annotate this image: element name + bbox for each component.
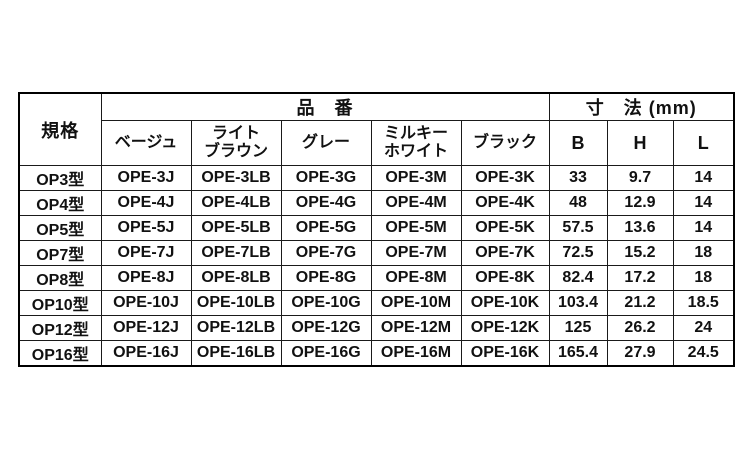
part-number-cell: OPE-8K (460, 265, 550, 291)
dimension-cell: 15.2 (606, 240, 674, 266)
part-number-cell: OPE-7G (280, 240, 372, 266)
dimension-cell: 9.7 (606, 165, 674, 191)
dimension-cell: 13.6 (606, 215, 674, 241)
part-number-cell: OPE-12K (460, 315, 550, 341)
table-row: OP12型 OPE-12J OPE-12LB OPE-12G OPE-12M O… (18, 315, 735, 341)
part-number-cell: OPE-4J (100, 190, 192, 216)
dimension-cell: 27.9 (606, 340, 674, 367)
dimension-cell: 21.2 (606, 290, 674, 316)
part-number-cell: OPE-3M (370, 165, 462, 191)
part-number-cell: OPE-16J (100, 340, 192, 367)
part-number-cell: OPE-10G (280, 290, 372, 316)
part-number-cell: OPE-12J (100, 315, 192, 341)
part-number-cell: OPE-3G (280, 165, 372, 191)
part-number-cell: OPE-12G (280, 315, 372, 341)
dimension-cell: 14 (672, 190, 735, 216)
spec-cell: OP4型 (18, 190, 102, 216)
table-row: OP16型 OPE-16J OPE-16LB OPE-16G OPE-16M O… (18, 340, 735, 367)
dimension-cell: 82.4 (548, 265, 608, 291)
dimension-cell: 24 (672, 315, 735, 341)
part-number-cell: OPE-5M (370, 215, 462, 241)
dimension-cell: 14 (672, 215, 735, 241)
part-number-cell: OPE-5J (100, 215, 192, 241)
part-number-cell: OPE-7K (460, 240, 550, 266)
dimension-cell: 18 (672, 265, 735, 291)
part-number-cell: OPE-8G (280, 265, 372, 291)
part-number-cell: OPE-7M (370, 240, 462, 266)
part-number-cell: OPE-3J (100, 165, 192, 191)
header-group-row: 規格 品 番 寸 法 (mm) (18, 92, 735, 166)
part-number-cell: OPE-3K (460, 165, 550, 191)
table-row: OP10型 OPE-10J OPE-10LB OPE-10G OPE-10M O… (18, 290, 735, 316)
dimension-cell: 103.4 (548, 290, 608, 316)
dimension-cell: 18 (672, 240, 735, 266)
part-number-cell: OPE-4LB (190, 190, 282, 216)
part-number-cell: OPE-10J (100, 290, 192, 316)
dimension-cell: 48 (548, 190, 608, 216)
spec-cell: OP7型 (18, 240, 102, 266)
part-number-cell: OPE-8M (370, 265, 462, 291)
header-col-l: L (672, 120, 735, 166)
dimension-cell: 57.5 (548, 215, 608, 241)
dimension-cell: 17.2 (606, 265, 674, 291)
dimension-cell: 72.5 (548, 240, 608, 266)
spec-cell: OP3型 (18, 165, 102, 191)
part-number-cell: OPE-12M (370, 315, 462, 341)
header-part-number-group: 品 番 (100, 92, 550, 121)
dimension-cell: 14 (672, 165, 735, 191)
table-row: OP3型 OPE-3J OPE-3LB OPE-3G OPE-3M OPE-3K… (18, 165, 735, 191)
header-col-h: H (606, 120, 674, 166)
dimension-cell: 165.4 (548, 340, 608, 367)
header-col-gray: グレー (280, 120, 372, 166)
part-number-cell: OPE-3LB (190, 165, 282, 191)
part-number-cell: OPE-10K (460, 290, 550, 316)
part-number-cell: OPE-16K (460, 340, 550, 367)
part-number-cell: OPE-4G (280, 190, 372, 216)
part-number-cell: OPE-5K (460, 215, 550, 241)
part-number-cell: OPE-10M (370, 290, 462, 316)
part-number-cell: OPE-5LB (190, 215, 282, 241)
table-row: OP5型 OPE-5J OPE-5LB OPE-5G OPE-5M OPE-5K… (18, 215, 735, 241)
part-number-cell: OPE-10LB (190, 290, 282, 316)
header-col-black: ブラック (460, 120, 550, 166)
part-number-cell: OPE-4K (460, 190, 550, 216)
dimension-cell: 24.5 (672, 340, 735, 367)
header-col-milky-white: ミルキー ホワイト (370, 120, 462, 166)
header-spec: 規格 (18, 92, 102, 166)
dimension-cell: 125 (548, 315, 608, 341)
part-number-cell: OPE-7LB (190, 240, 282, 266)
dimension-cell: 12.9 (606, 190, 674, 216)
table-row: OP7型 OPE-7J OPE-7LB OPE-7G OPE-7M OPE-7K… (18, 240, 735, 266)
header-column-row: ベージュ ライト ブラウン グレー ミルキー ホワイト ブラック B H L (19, 120, 735, 166)
header-col-beige: ベージュ (100, 120, 192, 166)
spec-cell: OP10型 (18, 290, 102, 316)
spec-cell: OP8型 (18, 265, 102, 291)
part-number-cell: OPE-12LB (190, 315, 282, 341)
table-row: OP4型 OPE-4J OPE-4LB OPE-4G OPE-4M OPE-4K… (18, 190, 735, 216)
spec-cell: OP5型 (18, 215, 102, 241)
part-number-cell: OPE-5G (280, 215, 372, 241)
dimension-cell: 18.5 (672, 290, 735, 316)
part-number-cell: OPE-16M (370, 340, 462, 367)
spec-cell: OP12型 (18, 315, 102, 341)
spec-cell: OP16型 (18, 340, 102, 367)
header-col-b: B (548, 120, 608, 166)
part-number-cell: OPE-7J (100, 240, 192, 266)
part-number-cell: OPE-8J (100, 265, 192, 291)
product-spec-table: 規格 品 番 寸 法 (mm) ベージュ ライト ブラウン グレー ミルキー ホ… (18, 92, 735, 367)
part-number-cell: OPE-8LB (190, 265, 282, 291)
dimension-cell: 26.2 (606, 315, 674, 341)
part-number-cell: OPE-16LB (190, 340, 282, 367)
header-dimensions-group: 寸 法 (mm) (548, 92, 735, 121)
table-row: OP8型 OPE-8J OPE-8LB OPE-8G OPE-8M OPE-8K… (18, 265, 735, 291)
part-number-cell: OPE-4M (370, 190, 462, 216)
dimension-cell: 33 (548, 165, 608, 191)
header-col-light-brown: ライト ブラウン (190, 120, 282, 166)
part-number-cell: OPE-16G (280, 340, 372, 367)
